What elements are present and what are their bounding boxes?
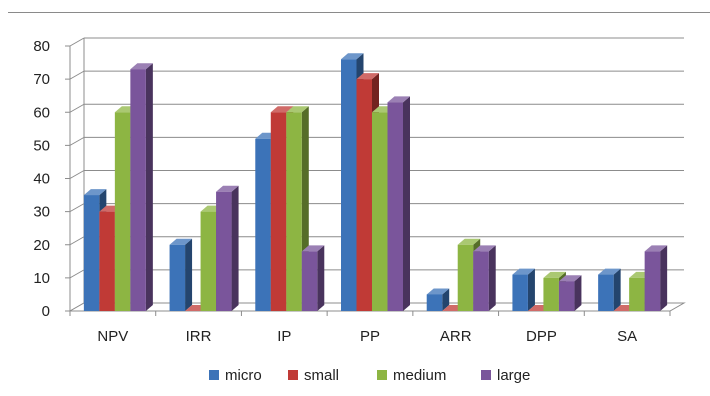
side-wall-line [69, 170, 85, 179]
legend-swatch [209, 370, 219, 380]
side-wall-line [69, 136, 85, 146]
bars [83, 53, 668, 311]
legend-label: large [497, 367, 530, 384]
bar-large-irr [216, 185, 239, 311]
legend-item-medium: medium [377, 367, 446, 384]
legend-label: micro [225, 367, 262, 384]
bar-micro-dpp [512, 268, 535, 311]
legend-swatch [288, 370, 298, 380]
bar-large-arr [473, 245, 496, 311]
side-wall-line [69, 70, 85, 80]
top-rule [8, 12, 710, 13]
x-axis-labels: NPV IRR IP PP ARR DPP SA [97, 328, 637, 345]
side-wall-line [69, 269, 85, 279]
legend-item-large: large [481, 367, 530, 384]
x-tick-label: DPP [526, 328, 557, 345]
side-wall-line [69, 103, 85, 113]
bar-large-dpp [558, 275, 582, 311]
bar-micro-irr [169, 238, 193, 311]
bar-large-ip [301, 245, 325, 311]
legend-item-small: small [288, 367, 339, 384]
y-tick-label: 20 [33, 237, 50, 254]
side-wall-line [69, 37, 85, 47]
bar-large-pp [387, 96, 410, 311]
legend-swatch [377, 370, 387, 380]
legend: micro small medium large [209, 367, 530, 384]
y-tick-label: 70 [33, 71, 50, 88]
y-tick-label: 80 [33, 38, 50, 55]
legend-swatch [481, 370, 491, 380]
bar-large-npv [130, 63, 153, 311]
x-tick-label: IRR [186, 328, 212, 345]
x-tick-label: PP [360, 328, 380, 345]
y-tick-label: 60 [33, 104, 50, 121]
y-tick-label: 0 [42, 303, 50, 320]
side-wall-line [69, 203, 85, 213]
y-axis-labels: 0 10 20 30 40 50 60 70 80 [33, 38, 50, 320]
x-tick-label: IP [277, 328, 291, 345]
y-tick-label: 50 [33, 137, 50, 154]
y-tick-label: 40 [33, 171, 50, 188]
legend-item-micro: micro [209, 367, 262, 384]
y-tick-label: 30 [33, 204, 50, 221]
legend-label: medium [393, 367, 446, 384]
y-tick-label: 10 [33, 270, 50, 287]
x-tick-label: SA [617, 328, 637, 345]
side-wall-line [69, 236, 85, 246]
x-tick-label: ARR [440, 328, 472, 345]
x-tick-label: NPV [97, 328, 128, 345]
bar-micro-arr [426, 288, 450, 311]
bar-large-sa [644, 245, 668, 311]
bar-micro-sa [598, 268, 621, 311]
legend-label: small [304, 367, 339, 384]
